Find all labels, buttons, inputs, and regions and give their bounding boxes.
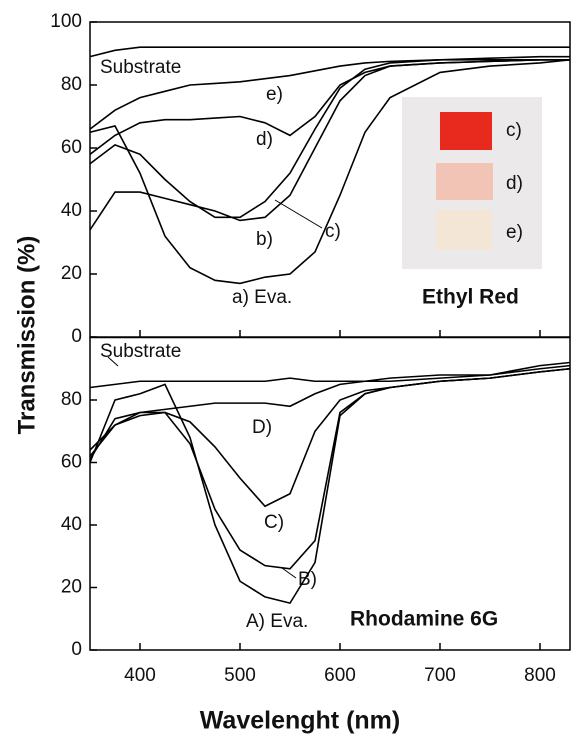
series-line — [89, 367, 571, 570]
inset-label: d) — [506, 173, 523, 194]
y-tick-label: 40 — [61, 514, 82, 535]
leader-line — [107, 356, 119, 367]
y-tick-label: 0 — [71, 326, 82, 347]
series-label: a) Eva. — [232, 287, 292, 308]
series-label: Substrate — [100, 341, 181, 362]
series-line — [89, 367, 571, 605]
y-tick-label: 60 — [61, 137, 82, 158]
x-axis-label: Wavelenght (nm) — [200, 707, 400, 735]
series-line — [89, 59, 571, 285]
leader-line — [281, 567, 297, 579]
y-tick-label: 80 — [61, 389, 82, 410]
y-tick-label: 60 — [61, 452, 82, 473]
panel-title: Rhodamine 6G — [350, 608, 498, 631]
y-tick-label: 100 — [50, 11, 82, 32]
sample-e — [436, 210, 492, 250]
series-label: A) Eva. — [246, 611, 308, 632]
x-tick-label: 700 — [424, 665, 456, 686]
y-tick-label: 80 — [61, 74, 82, 95]
series-line — [89, 59, 570, 231]
inset-label: c) — [506, 120, 522, 141]
series-label: c) — [325, 221, 341, 242]
series-line — [89, 361, 571, 389]
series-line — [89, 364, 571, 460]
y-tick-label: 40 — [61, 200, 82, 221]
series-label: d) — [256, 129, 273, 150]
series-label: C) — [264, 512, 284, 533]
series-label: Substrate — [100, 57, 181, 78]
panel-title: Ethyl Red — [422, 286, 519, 309]
series-line — [89, 46, 570, 58]
y-axis-label: Transmission (%) — [13, 236, 40, 435]
series-label: e) — [266, 84, 283, 105]
inset-label: e) — [506, 222, 523, 243]
x-tick-label: 400 — [124, 665, 156, 686]
y-tick-label: 20 — [61, 263, 82, 284]
x-tick-label: 600 — [324, 665, 356, 686]
series-line — [89, 367, 571, 508]
x-tick-label: 800 — [524, 665, 556, 686]
series-line — [89, 59, 570, 219]
y-tick-label: 20 — [61, 577, 82, 598]
sample-c — [440, 112, 492, 150]
series-label: D) — [252, 417, 272, 438]
plot-frame — [89, 336, 571, 651]
series-label: b) — [256, 229, 273, 250]
x-tick-label: 500 — [224, 665, 256, 686]
leader-line — [274, 199, 323, 229]
sample-d — [436, 163, 493, 200]
series-label: B) — [298, 569, 317, 590]
y-tick-label: 0 — [71, 639, 82, 660]
